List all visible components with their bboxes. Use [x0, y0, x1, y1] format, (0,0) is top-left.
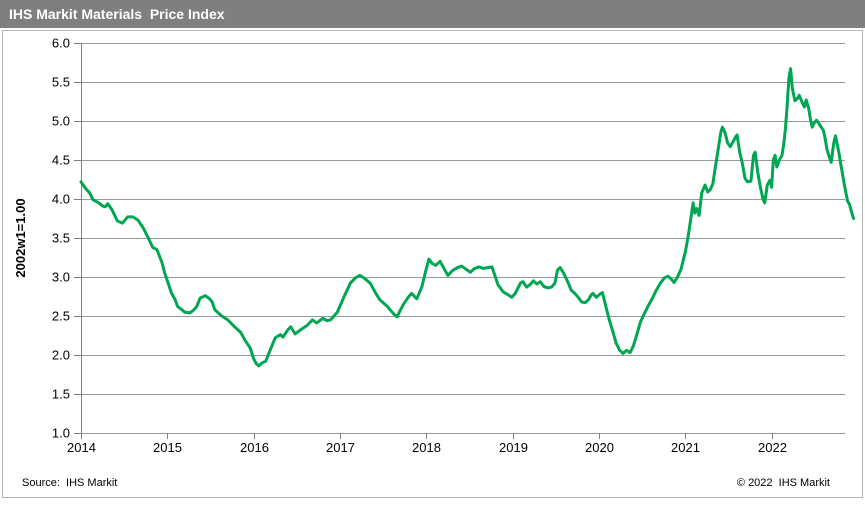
x-tick-label: 2020 — [585, 440, 614, 455]
source-label: Source: IHS Markit — [22, 477, 118, 489]
y-tick-label: 2.5 — [52, 309, 70, 324]
y-tick-label: 2.0 — [52, 348, 70, 363]
x-tick-label: 2022 — [758, 440, 787, 455]
y-tick-label: 3.0 — [52, 270, 70, 285]
y-tick-label: 5.5 — [52, 75, 70, 90]
y-tick-label: 4.0 — [52, 192, 70, 207]
y-tick-label: 5.0 — [52, 114, 70, 129]
copyright-label: © 2022 IHS Markit — [736, 477, 830, 489]
x-tick-label: 2018 — [412, 440, 441, 455]
y-tick-label: 3.5 — [52, 231, 70, 246]
x-tick-label: 2017 — [326, 440, 355, 455]
y-tick-label: 1.5 — [52, 387, 70, 402]
y-tick-label: 1.0 — [52, 426, 70, 441]
x-tick-label: 2016 — [240, 440, 269, 455]
y-tick-label: 6.0 — [52, 36, 70, 51]
x-tick-label: 2015 — [153, 440, 182, 455]
x-tick-label: 2014 — [67, 440, 96, 455]
page-title: IHS Markit Materials Price Index — [9, 6, 225, 22]
x-tick-label: 2019 — [499, 440, 528, 455]
title-bar: IHS Markit Materials Price Index — [0, 0, 865, 28]
x-tick-label: 2021 — [671, 440, 700, 455]
y-axis-title: 2002w1=1.00 — [13, 198, 28, 278]
price-index-line — [79, 67, 856, 368]
y-tick-label: 4.5 — [52, 153, 70, 168]
